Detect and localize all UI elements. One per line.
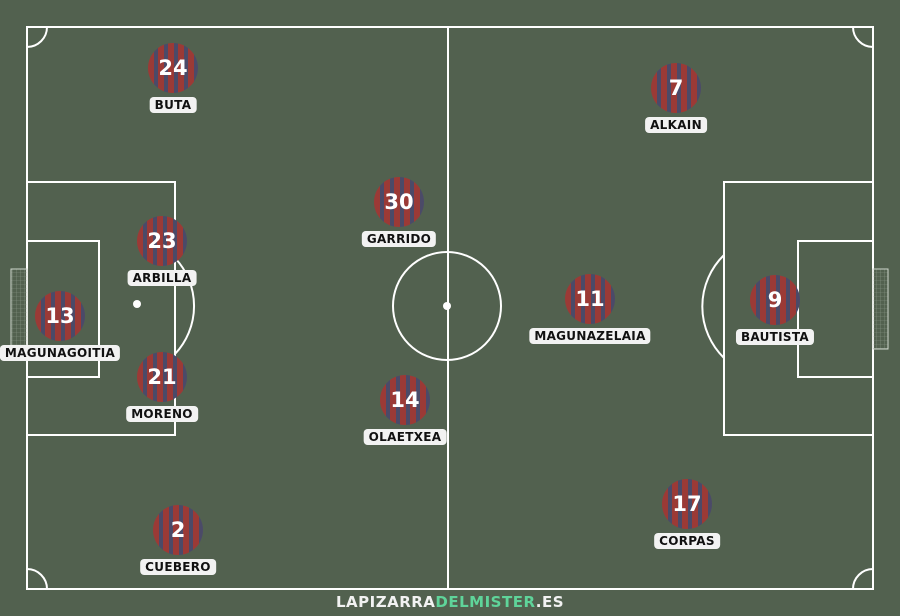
player-number: 14 [390,388,420,412]
player-shirt: 24 [148,43,198,93]
player-name: GARRIDO [361,231,437,247]
player-name: CORPAS [654,533,720,549]
player-shirt: 9 [750,275,800,325]
player-number: 30 [384,190,414,214]
penalty-spot [133,300,141,308]
left-goal-net [10,268,28,350]
player-name: CUEBERO [140,559,216,575]
center-circle [392,251,502,361]
player-shirt: 11 [565,274,615,324]
player-number: 24 [158,56,188,80]
player-name: BUTA [149,97,197,113]
player-name: ARBILLA [127,270,197,286]
corner-arc [26,568,48,590]
player-name: MAGUNAGOITIA [0,345,121,361]
player-number: 11 [575,287,605,311]
player-number: 2 [170,518,186,542]
player-name: MORENO [126,406,198,422]
player-shirt: 7 [651,63,701,113]
player-shirt: 30 [374,177,424,227]
player-number: 21 [147,365,177,389]
player-shirt: 2 [153,505,203,555]
player-name: OLAETXEA [363,429,447,445]
player-number: 17 [672,492,702,516]
right-penalty-arc [701,254,725,359]
player-number: 23 [147,229,177,253]
player-shirt: 14 [380,375,430,425]
player-shirt: 21 [137,352,187,402]
left-penalty-arc [174,257,196,355]
player-name: ALKAIN [645,117,707,133]
player-number: 13 [45,304,75,328]
player-name: BAUTISTA [735,329,815,345]
center-spot [443,302,451,310]
player-shirt: 23 [137,216,187,266]
watermark-part: .ES [535,593,565,611]
corner-arc [852,568,874,590]
corner-arc [26,26,48,48]
player-number: 7 [668,76,684,100]
right-goal-net [872,268,889,350]
player-shirt: 17 [662,479,712,529]
watermark-part: LAPIZARRA [335,593,436,611]
corner-arc [852,26,874,48]
right-goal-box [797,240,874,378]
player-name: MAGUNAZELAIA [529,328,651,344]
watermark-logo: LAPIZARRADELMISTER.ES [0,593,900,611]
watermark-part: DELMISTER [435,593,536,611]
player-number: 9 [767,288,783,312]
player-shirt: 13 [35,291,85,341]
